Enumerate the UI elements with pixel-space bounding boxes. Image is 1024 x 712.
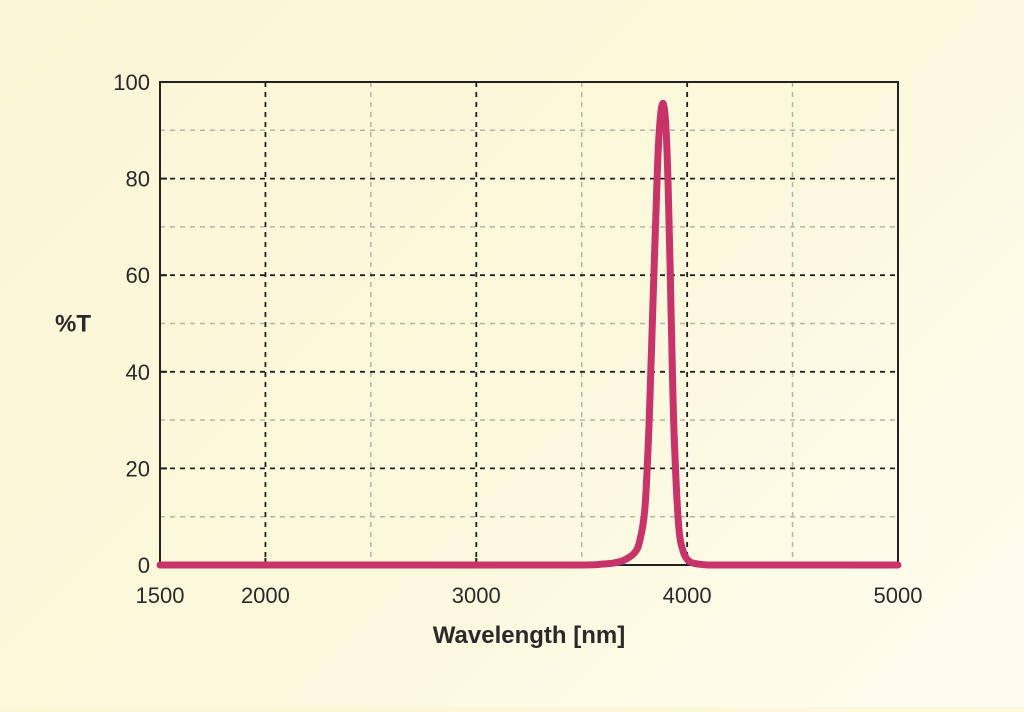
grid-lines <box>160 82 898 565</box>
x-tick-label: 3000 <box>452 583 501 608</box>
x-tick-label: 4000 <box>663 583 712 608</box>
y-tick-label: 20 <box>126 456 150 481</box>
x-axis-ticks: 1500 2000 3000 4000 5000 <box>136 558 923 608</box>
y-tick-label: 40 <box>126 360 150 385</box>
y-tick-label: 100 <box>113 70 150 95</box>
series-layer <box>156 99 902 569</box>
y-tick-label: 0 <box>138 553 150 578</box>
y-tick-label: 60 <box>126 263 150 288</box>
y-tick-label: 80 <box>126 167 150 192</box>
x-axis-title: Wavelength [nm] <box>433 622 625 649</box>
x-tick-label: 5000 <box>874 583 923 608</box>
x-tick-label: 2000 <box>241 583 290 608</box>
transmission-series-line <box>156 99 902 569</box>
x-tick-label: 1500 <box>136 583 185 608</box>
y-axis-ticks: 0 20 40 60 80 100 <box>113 70 167 578</box>
y-axis-title: %T <box>55 311 91 338</box>
